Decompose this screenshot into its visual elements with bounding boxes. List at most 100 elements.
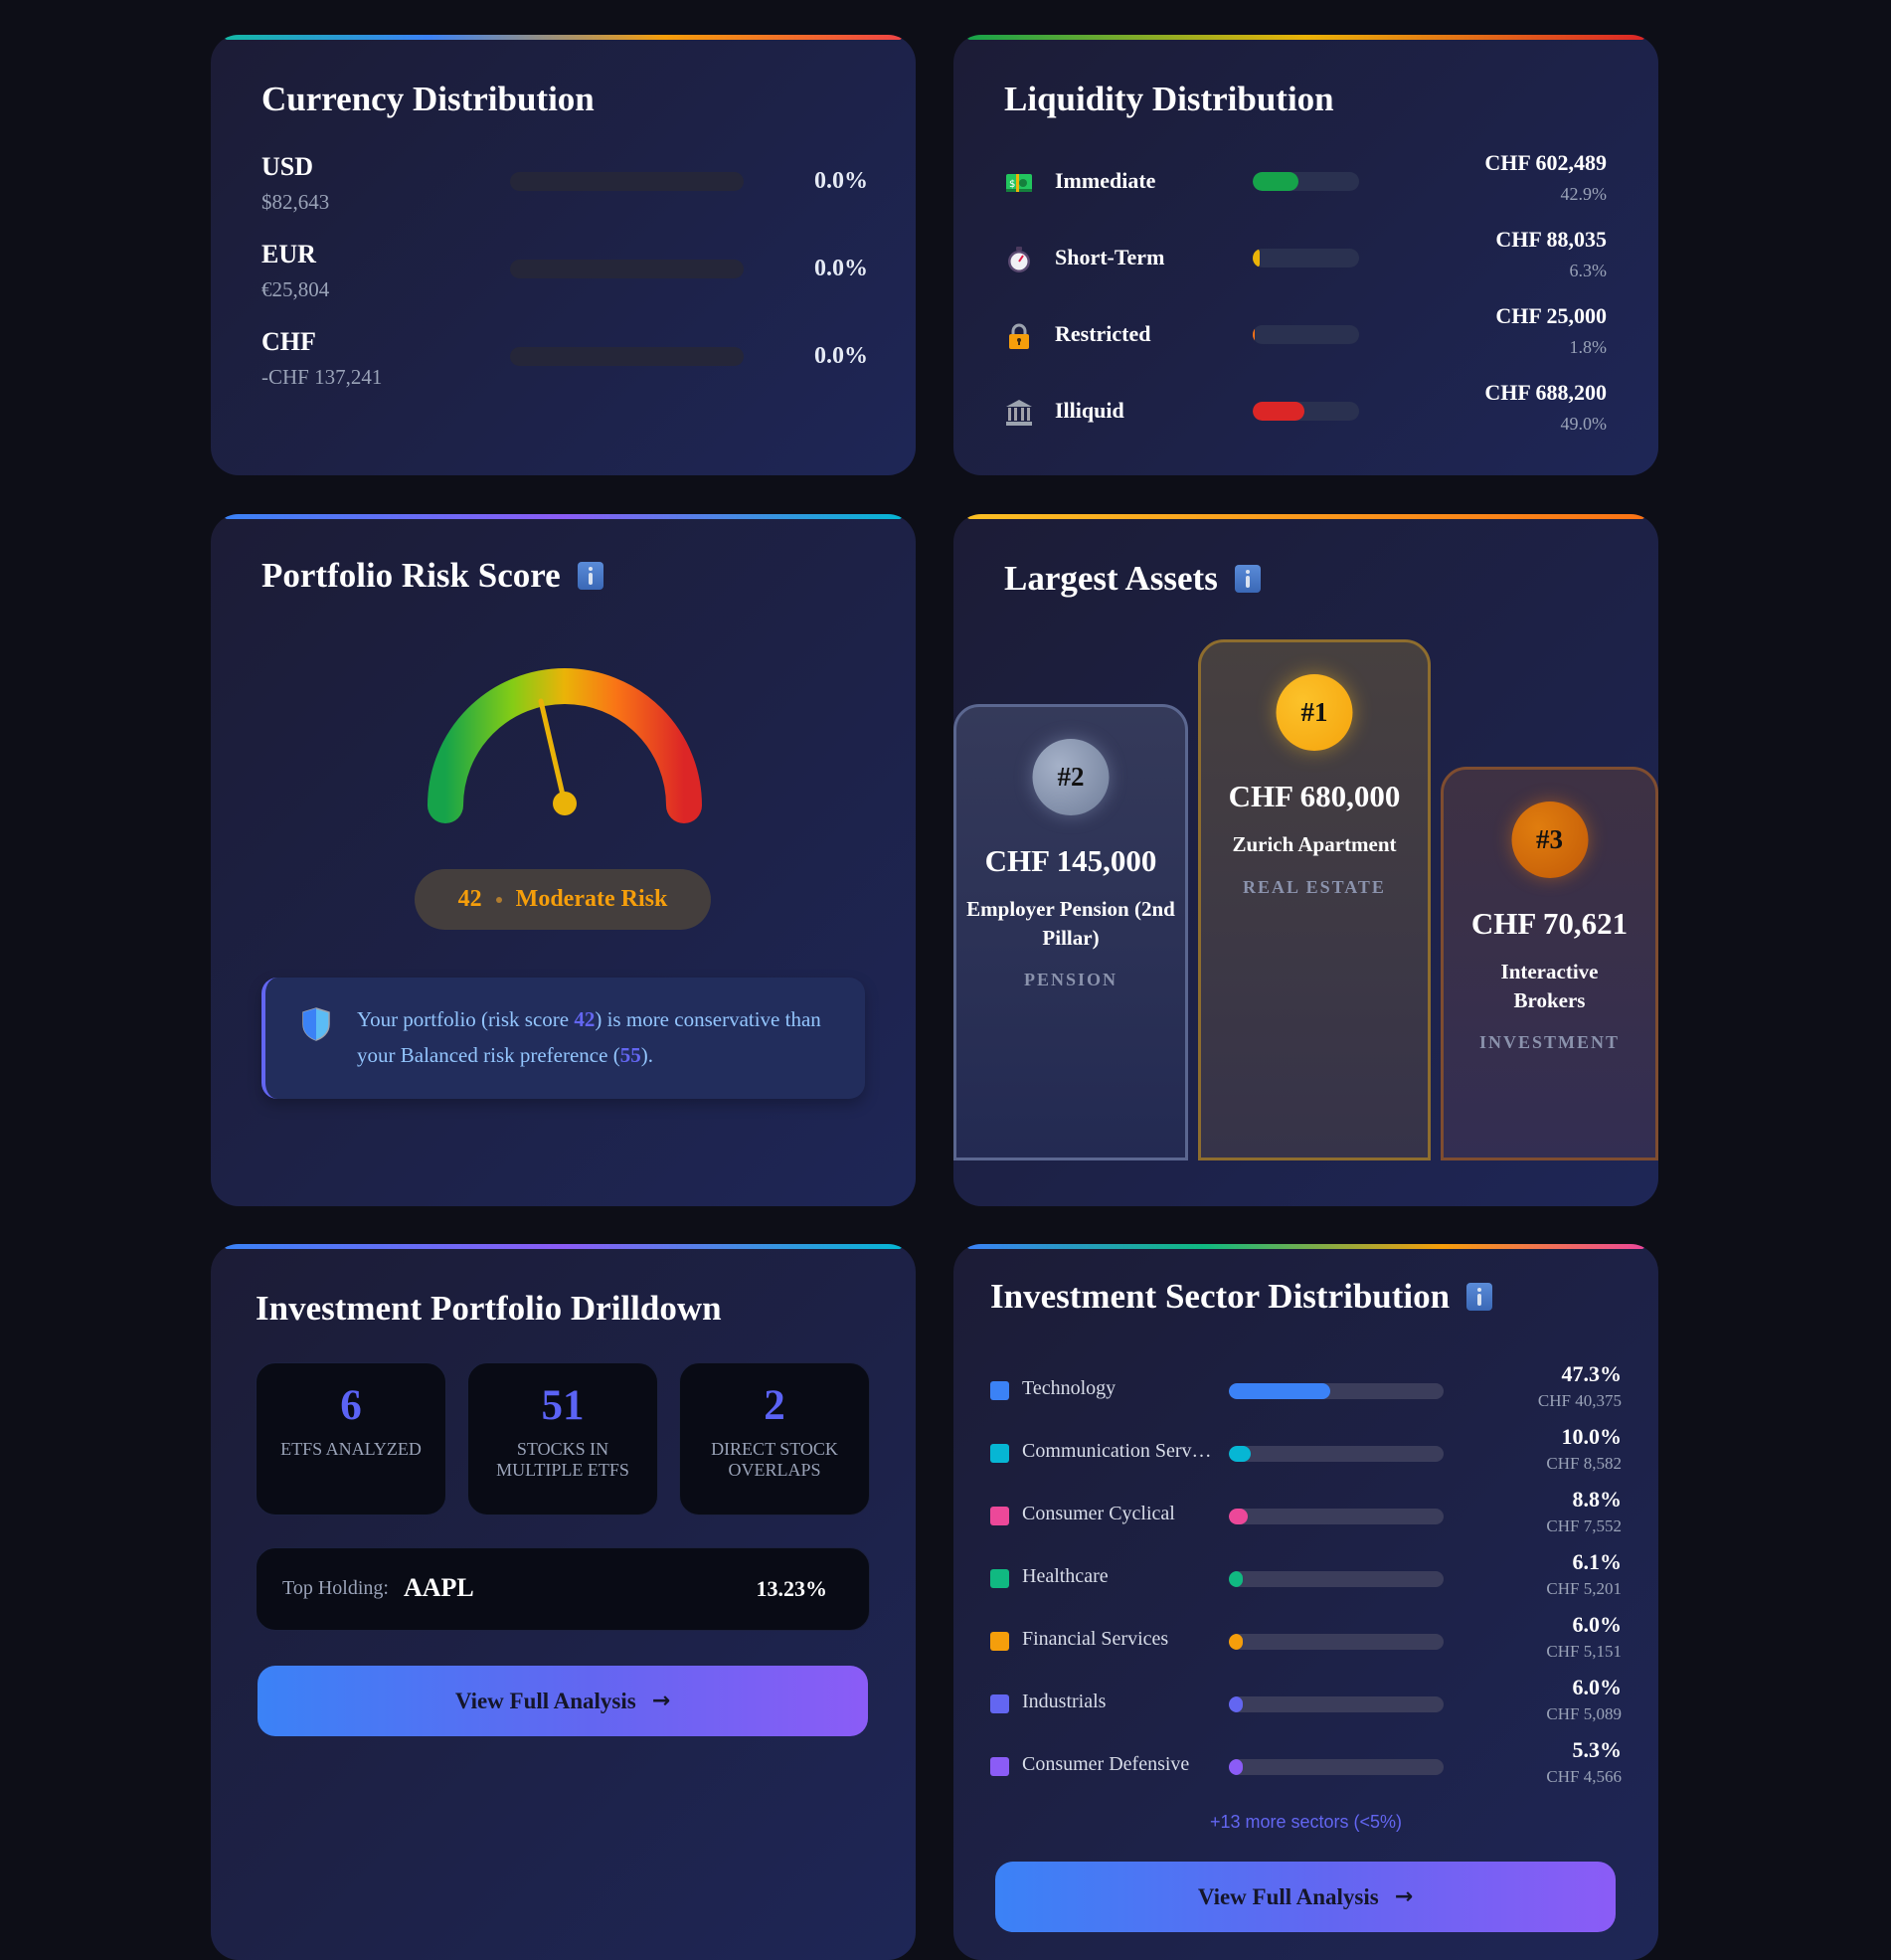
card-accent-bar: [967, 1244, 1644, 1249]
sector-bar-fill: [1229, 1509, 1248, 1524]
sector-bar: [1229, 1571, 1444, 1587]
stat-label: STOCKS IN MULTIPLE ETFS: [496, 1439, 629, 1480]
portfolio-risk-score-card: Portfolio Risk Score 42 Moderate Risk Yo…: [211, 514, 916, 1206]
info-icon[interactable]: [1466, 1283, 1493, 1311]
card-accent-bar: [967, 35, 1644, 40]
liquidity-amount: CHF 602,489: [1484, 150, 1607, 175]
sector-bar-fill: [1229, 1634, 1243, 1650]
currency-row-eur: EUR €25,804 0.0%: [261, 240, 868, 309]
card-title: Investment Portfolio Drilldown: [256, 1289, 722, 1328]
view-full-analysis-button[interactable]: View Full Analysis →: [995, 1862, 1616, 1932]
sector-name: Industrials: [1022, 1691, 1107, 1712]
info-icon[interactable]: [1234, 565, 1261, 593]
stat-value: 6: [340, 1382, 362, 1429]
currency-code: USD: [261, 152, 314, 181]
top-holding-label: Top Holding:: [282, 1577, 389, 1599]
liquidity-amount: CHF 688,200: [1484, 380, 1607, 405]
sector-amount: CHF 40,375: [1537, 1391, 1622, 1410]
money-icon: $: [1006, 174, 1032, 192]
sector-percent: 47.3%: [1561, 1361, 1623, 1386]
stat-label: ETFS ANALYZED: [280, 1439, 422, 1459]
currency-amount: -CHF 137,241: [261, 365, 383, 389]
liquidity-bar-fill: [1253, 172, 1298, 191]
asset-category: PENSION: [1023, 970, 1117, 989]
more-sectors-link[interactable]: +13 more sectors (<5%): [1209, 1812, 1403, 1832]
separator-dot: [495, 896, 502, 903]
liquidity-percent: 1.8%: [1569, 337, 1608, 357]
bank-icon: [1006, 400, 1032, 426]
sector-color-swatch: [990, 1569, 1009, 1588]
sector-percent: 6.0%: [1572, 1675, 1623, 1699]
button-label: View Full Analysis: [454, 1688, 636, 1713]
currency-amount: $82,643: [261, 190, 330, 214]
currency-amount: €25,804: [261, 277, 330, 301]
stat-direct-stock-overlaps: 2 DIRECT STOCK OVERLAPS: [679, 1362, 870, 1515]
sector-amount: CHF 5,089: [1546, 1704, 1622, 1723]
sector-bar: [1229, 1634, 1444, 1650]
sector-row: Consumer Cyclical 8.8% CHF 7,552: [990, 1487, 1622, 1550]
sector-color-swatch: [990, 1757, 1009, 1776]
liquidity-amount: CHF 88,035: [1495, 227, 1607, 252]
card-title: Portfolio Risk Score: [261, 556, 603, 596]
arrow-right-icon: →: [651, 1689, 671, 1713]
sector-name: Consumer Cyclical: [1022, 1503, 1175, 1524]
sector-percent: 10.0%: [1561, 1424, 1623, 1449]
info-icon[interactable]: [577, 562, 603, 590]
sector-color-swatch: [990, 1381, 1009, 1400]
card-title: Liquidity Distribution: [1004, 80, 1334, 118]
asset-category: REAL ESTATE: [1243, 877, 1386, 897]
note-risk-score: 42: [574, 1007, 596, 1031]
risk-note-text: Your portfolio (risk score 42) is more c…: [357, 1001, 854, 1073]
asset-podium-1[interactable]: #1 CHF 680,000 Zurich Apartment REAL EST…: [1198, 639, 1431, 1160]
sector-row: Consumer Defensive 5.3% CHF 4,566: [990, 1737, 1622, 1801]
rank-badge: #3: [1511, 802, 1588, 878]
sector-amount: CHF 5,201: [1546, 1579, 1622, 1598]
stat-value: 2: [764, 1382, 785, 1429]
currency-bar: [510, 347, 744, 366]
liquidity-bar: [1253, 172, 1359, 191]
asset-podium-2[interactable]: #2 CHF 145,000 Employer Pension (2nd Pil…: [953, 704, 1188, 1160]
sector-name: Consumer Defensive: [1022, 1753, 1190, 1775]
sector-color-swatch: [990, 1507, 1009, 1525]
sector-bar: [1229, 1759, 1444, 1775]
liquidity-row-short-term: Short-Term CHF 88,035 6.3%: [1004, 227, 1607, 296]
sector-row: Communication Services 10.0% CHF 8,582: [990, 1424, 1622, 1488]
asset-amount: CHF 680,000: [1228, 779, 1401, 813]
risk-score-value: 42: [457, 886, 482, 912]
liquidity-bar-fill: [1253, 249, 1260, 267]
card-title: Largest Assets: [1004, 559, 1261, 599]
stat-stocks-in-multiple-etfs: 51 STOCKS IN MULTIPLE ETFS: [467, 1362, 658, 1515]
button-label: View Full Analysis: [1197, 1883, 1379, 1909]
asset-amount: CHF 145,000: [984, 843, 1157, 878]
currency-code: CHF: [261, 327, 316, 356]
sector-percent: 6.0%: [1572, 1612, 1623, 1637]
sector-name: Healthcare: [1022, 1565, 1109, 1587]
liquidity-distribution-card: Liquidity Distribution $ Immediate CHF 6…: [953, 35, 1658, 475]
stat-value: 51: [541, 1382, 585, 1429]
asset-name: Interactive Brokers: [1500, 960, 1599, 1012]
currency-distribution-card: Currency Distribution USD $82,643 0.0% E…: [211, 35, 916, 475]
sector-color-swatch: [990, 1632, 1009, 1651]
card-title: Investment Sector Distribution: [990, 1277, 1493, 1317]
note-text-part: ) is more conservative than your Balance…: [357, 1007, 821, 1067]
rank-badge: #2: [1032, 739, 1110, 815]
asset-category: INVESTMENT: [1478, 1032, 1621, 1052]
currency-percent: 0.0%: [814, 256, 868, 281]
card-title-text: Investment Sector Distribution: [990, 1277, 1451, 1316]
card-title-text: Largest Assets: [1004, 559, 1218, 598]
sector-distribution-card: Investment Sector Distribution Technolog…: [953, 1244, 1658, 1960]
sector-bar: [1229, 1383, 1444, 1399]
sector-bar-fill: [1229, 1571, 1243, 1587]
sector-amount: CHF 8,582: [1546, 1454, 1622, 1473]
sector-bar-fill: [1229, 1696, 1243, 1712]
liquidity-row-illiquid: Illiquid CHF 688,200 49.0%: [1004, 380, 1607, 449]
asset-podium-3[interactable]: #3 CHF 70,621 Interactive Brokers INVEST…: [1441, 767, 1658, 1160]
shield-icon: [302, 1007, 330, 1041]
largest-assets-card: Largest Assets #2 CHF 145,000 Employer P…: [953, 514, 1658, 1206]
card-accent-bar: [225, 35, 902, 40]
liquidity-row-restricted: Restricted CHF 25,000 1.8%: [1004, 303, 1607, 373]
lock-icon: [1009, 323, 1029, 349]
view-full-analysis-button[interactable]: View Full Analysis →: [258, 1666, 868, 1736]
risk-gauge: [428, 668, 702, 823]
liquidity-label: Short-Term: [1055, 245, 1165, 269]
